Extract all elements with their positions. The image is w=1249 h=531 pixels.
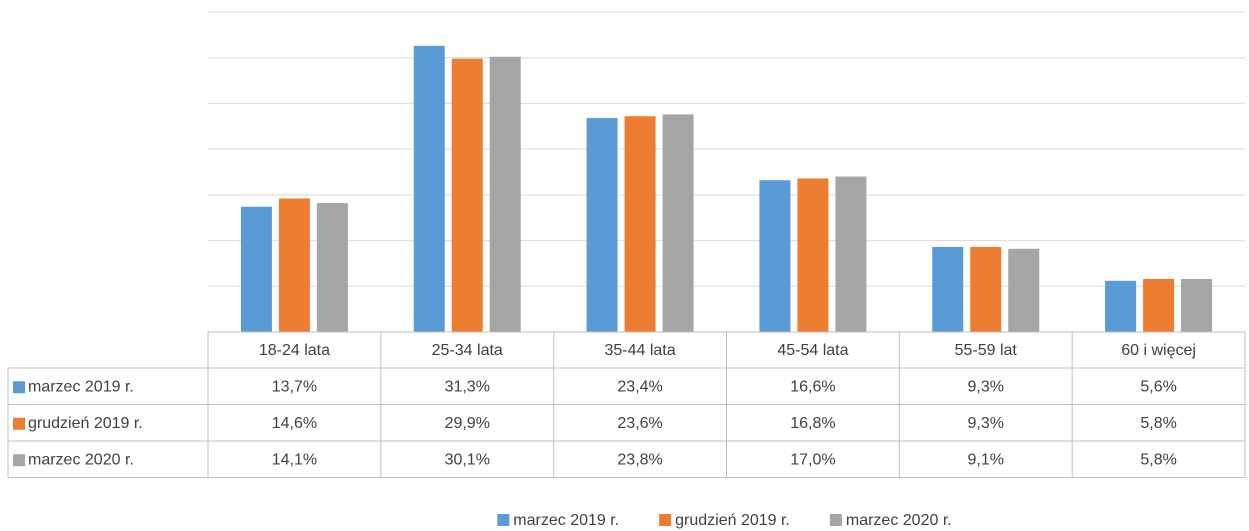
row-header: grudzień 2019 r. <box>28 415 143 432</box>
column-header: 55-59 lat <box>955 342 1018 359</box>
bar <box>1105 280 1137 332</box>
column-header: 35-44 lata <box>604 342 675 359</box>
table-cell: 16,6% <box>790 378 835 395</box>
legend-key <box>659 514 672 526</box>
legend-label: grudzień 2019 r. <box>675 512 790 529</box>
bar <box>759 180 791 332</box>
bar <box>451 58 483 332</box>
table-cell: 5,8% <box>1140 451 1176 468</box>
bar <box>1008 248 1040 332</box>
bar <box>970 246 1002 332</box>
bar <box>489 56 521 333</box>
row-key <box>13 381 25 394</box>
bar <box>932 246 964 332</box>
table-cell: 30,1% <box>445 451 490 468</box>
table-cell: 14,1% <box>272 451 317 468</box>
bar <box>413 45 445 332</box>
table-cell: 23,4% <box>617 378 662 395</box>
table-cell: 13,7% <box>272 378 317 395</box>
table-cell: 9,3% <box>968 378 1004 395</box>
table-cell: 14,6% <box>272 415 317 432</box>
table-cell: 23,6% <box>617 415 662 432</box>
legend-label: marzec 2019 r. <box>513 512 619 529</box>
column-header: 60 i więcej <box>1121 342 1196 359</box>
bar <box>240 206 272 332</box>
row-header: marzec 2020 r. <box>28 451 134 468</box>
table-cell: 16,8% <box>790 415 835 432</box>
table-cell: 9,3% <box>968 415 1004 432</box>
bar <box>835 176 867 332</box>
table-cell: 29,9% <box>445 415 490 432</box>
legend-label: marzec 2020 r. <box>846 512 952 529</box>
bar <box>1143 278 1175 332</box>
legend-key <box>829 514 842 526</box>
bar <box>586 118 618 332</box>
table-cell: 31,3% <box>445 378 490 395</box>
table-cell: 5,8% <box>1140 415 1176 432</box>
table-cell: 23,8% <box>617 451 662 468</box>
table-cell: 5,6% <box>1140 378 1176 395</box>
column-header: 18-24 lata <box>259 342 330 359</box>
table-cell: 17,0% <box>790 451 835 468</box>
bar <box>316 203 348 332</box>
column-header: 25-34 lata <box>432 342 503 359</box>
bar <box>1181 278 1213 332</box>
row-key <box>13 417 25 430</box>
row-header: marzec 2019 r. <box>28 378 134 395</box>
legend-key <box>497 514 510 526</box>
table-cell: 9,1% <box>968 451 1004 468</box>
bar <box>662 114 694 333</box>
bar <box>624 116 656 332</box>
column-header: 45-54 lata <box>777 342 848 359</box>
bar <box>278 198 310 332</box>
bar <box>797 178 829 332</box>
row-key <box>13 454 25 467</box>
